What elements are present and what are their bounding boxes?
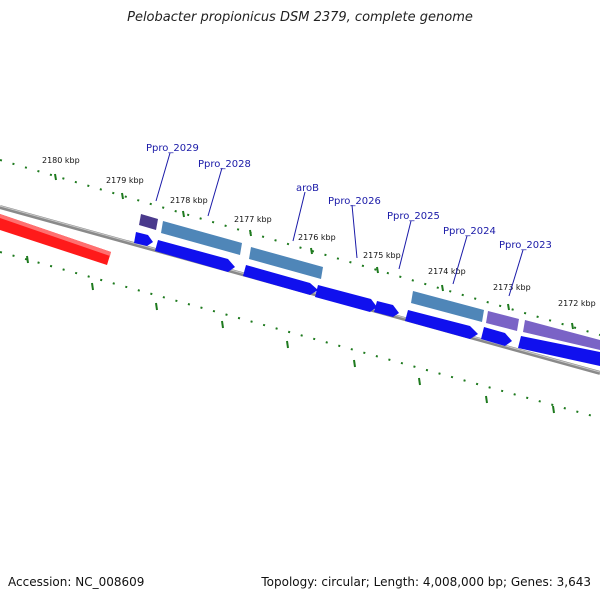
tick — [91, 282, 94, 291]
callout-line — [508, 249, 524, 297]
tick — [310, 247, 313, 255]
cds-arrow[interactable] — [481, 327, 512, 346]
tick — [155, 302, 158, 311]
outer-scale-ring — [0, 159, 600, 336]
genome-summary-text: Topology: circular; Length: 4,008,000 bp… — [261, 575, 591, 589]
tick — [286, 340, 289, 349]
tick — [571, 322, 574, 330]
feature-bar[interactable] — [523, 320, 600, 350]
tick — [552, 405, 555, 414]
feature-bar[interactable] — [486, 311, 519, 331]
cds-arrow[interactable] — [518, 336, 600, 366]
callout-line — [351, 204, 358, 259]
outer-major-ticks — [54, 173, 574, 330]
callout-line — [398, 220, 412, 270]
gene-label-ppro-2025[interactable]: Ppro_2025 — [387, 211, 440, 222]
kbp-label: 2177 kbp — [234, 215, 272, 224]
feature-bar[interactable] — [249, 247, 323, 279]
kbp-label: 2172 kbp — [558, 299, 596, 308]
cds-arrow[interactable] — [134, 232, 153, 246]
inner-scale-ring — [0, 251, 600, 419]
inner-major-ticks — [26, 255, 555, 414]
tick — [54, 173, 57, 181]
kbp-label: 2178 kbp — [170, 196, 208, 205]
tick — [121, 192, 124, 200]
tick — [26, 255, 29, 264]
kbp-label: 2179 kbp — [106, 176, 144, 185]
cds-arrow[interactable] — [405, 310, 478, 339]
callout-line — [452, 235, 468, 285]
highlight-region-shine — [0, 214, 111, 256]
tick — [418, 377, 421, 386]
feature-bar[interactable] — [411, 291, 484, 322]
accession-text: Accession: NC_008609 — [8, 575, 145, 589]
callout-line — [207, 167, 223, 217]
tick — [249, 229, 252, 237]
tick — [353, 359, 356, 368]
tick — [376, 266, 379, 274]
tick — [485, 395, 488, 404]
kbp-label: 2176 kbp — [298, 233, 336, 242]
tick — [507, 303, 510, 311]
feature-track — [139, 214, 600, 350]
genome-title: Pelobacter propionicus DSM 2379, complet… — [127, 10, 473, 25]
tick — [221, 320, 224, 329]
cds-track — [134, 232, 600, 366]
tick — [182, 210, 185, 218]
gene-label-ppro-2023[interactable]: Ppro_2023 — [499, 240, 552, 251]
kbp-label: 2174 kbp — [428, 267, 466, 276]
gene-label-ppro-2028[interactable]: Ppro_2028 — [198, 159, 251, 170]
gene-label-ppro-2024[interactable]: Ppro_2024 — [443, 226, 496, 237]
kbp-label: 2175 kbp — [363, 251, 401, 260]
cds-arrow[interactable] — [155, 240, 235, 272]
feature-bar[interactable] — [139, 214, 158, 230]
gene-callouts — [155, 152, 524, 297]
gene-label-arob[interactable]: aroB — [296, 183, 319, 194]
cds-arrow[interactable] — [374, 301, 399, 317]
tick — [441, 284, 444, 292]
callout-line — [292, 191, 306, 242]
gene-label-ppro-2026[interactable]: Ppro_2026 — [328, 196, 381, 207]
feature-bar[interactable] — [161, 221, 242, 255]
callout-line — [155, 152, 171, 202]
gene-label-ppro-2029[interactable]: Ppro_2029 — [146, 143, 199, 154]
cds-arrow[interactable] — [243, 265, 318, 295]
kbp-label: 2180 kbp — [42, 156, 80, 165]
gene-labels: Ppro_2029 Ppro_2028 aroB Ppro_2026 Ppro_… — [146, 143, 552, 251]
cds-arrow[interactable] — [315, 285, 377, 312]
